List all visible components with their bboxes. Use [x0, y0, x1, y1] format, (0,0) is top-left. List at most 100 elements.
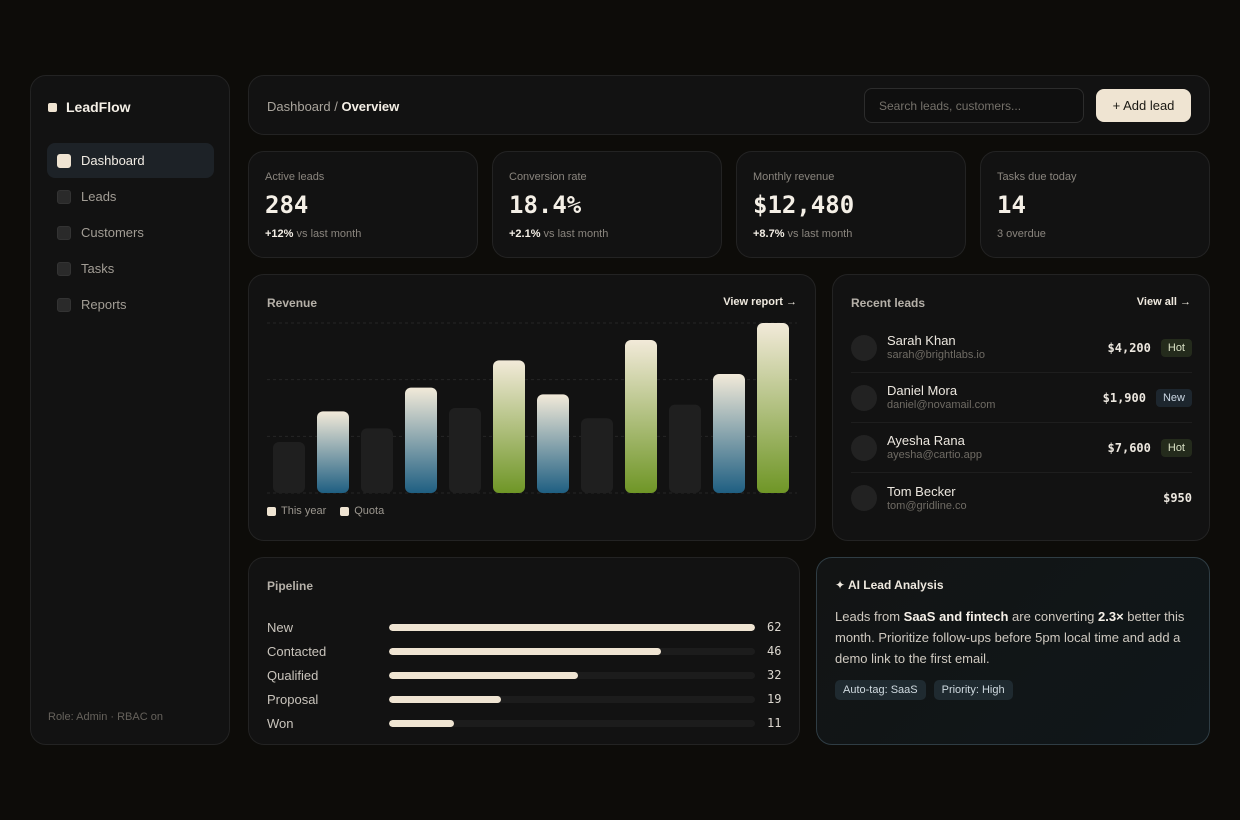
chart-bars	[273, 323, 789, 493]
chart-bar-3[interactable]	[361, 428, 393, 493]
lead-row[interactable]: Tom Becker tom@gridline.co $950	[851, 473, 1192, 523]
revenue-title: Revenue	[267, 296, 318, 310]
dashboard-icon	[57, 153, 71, 168]
chart-grid	[267, 322, 797, 494]
avatar	[851, 384, 877, 411]
chart-bar-2[interactable]	[317, 411, 349, 493]
chart-bar-1[interactable]	[273, 442, 305, 493]
ai-text-highlight: 2.3×	[1098, 609, 1124, 624]
chart-bar-8[interactable]	[581, 418, 613, 493]
lead-name: Sarah Khan	[887, 333, 956, 348]
pipeline-bar-track	[389, 695, 755, 703]
chart-bar-5[interactable]	[449, 408, 481, 493]
sidebar-item-tasks[interactable]: Tasks	[47, 251, 214, 286]
chart-bar-4[interactable]	[405, 387, 437, 493]
stat-label: Conversion rate	[509, 171, 587, 183]
stat-change-value: +8.7%	[753, 228, 785, 240]
sidebar-item-customers[interactable]: Customers	[47, 215, 214, 250]
chart-bar-12[interactable]	[757, 323, 789, 493]
stat-change: +2.1% vs last month	[509, 228, 608, 240]
recent-leads-card: Recent leads View all → Sarah Khan sarah…	[832, 274, 1210, 541]
sidebar-item-label: Tasks	[81, 261, 115, 276]
search-input[interactable]	[864, 88, 1084, 123]
view-report-link[interactable]: View report →	[723, 296, 797, 308]
lead-email: tom@gridline.co	[887, 499, 967, 512]
lead-email: sarah@brightlabs.io	[887, 349, 985, 361]
status-badge: Hot	[1160, 438, 1192, 457]
pipeline-label: New	[267, 619, 294, 635]
sidebar-nav: Dashboard Leads Customers Tasks Reports	[47, 143, 214, 323]
pipeline-row-contacted: Contacted 46	[267, 639, 783, 663]
ai-text-part: are converting	[1008, 609, 1099, 624]
chart-bar-7[interactable]	[537, 394, 569, 493]
brand-name: LeadFlow	[66, 99, 131, 115]
recent-leads-title: Recent leads	[851, 296, 926, 310]
tag-auto-tag[interactable]: Auto-tag: SaaS	[835, 680, 926, 700]
lead-email: ayesha@cartio.app	[887, 449, 982, 461]
ai-text-part: Leads from	[835, 609, 904, 624]
ai-text-highlight: SaaS and fintech	[903, 609, 1009, 624]
ai-analysis-card: ✦ AI Lead Analysis Leads from SaaS and f…	[816, 557, 1210, 745]
legend-item-quota[interactable]: Quota	[340, 505, 384, 517]
ai-tags: Auto-tag: SaaS Priority: High	[835, 680, 1013, 700]
breadcrumb: Dashboard / Overview	[267, 99, 399, 114]
chart-bar-10[interactable]	[669, 404, 701, 493]
chart-bar-11[interactable]	[713, 374, 745, 493]
sidebar-item-label: Reports	[81, 297, 127, 312]
ai-text-part: better this month. Prioritize follow-ups…	[835, 609, 1185, 666]
lead-amount: $950	[1163, 491, 1192, 505]
pipeline-value: 32	[767, 668, 782, 682]
legend-swatch	[267, 506, 276, 516]
lead-row[interactable]: Sarah Khan sarah@brightlabs.io $4,200 Ho…	[851, 323, 1192, 373]
tag-priority[interactable]: Priority: High	[933, 680, 1013, 700]
revenue-chart	[267, 322, 797, 494]
sidebar-item-dashboard[interactable]: Dashboard	[47, 143, 214, 178]
ai-title: ✦ AI Lead Analysis	[835, 578, 944, 592]
breadcrumb-parent[interactable]: Dashboard	[267, 99, 331, 114]
stat-value: 14	[997, 191, 1026, 219]
lead-row[interactable]: Ayesha Rana ayesha@cartio.app $7,600 Hot	[851, 423, 1192, 473]
pipeline-bar-fill	[389, 719, 454, 727]
status-badge: Hot	[1160, 338, 1192, 357]
lead-row[interactable]: Daniel Mora daniel@novamail.com $1,900 N…	[851, 373, 1192, 423]
stat-change-value: +12%	[265, 228, 294, 240]
stat-value: $12,480	[753, 191, 855, 219]
stat-card-tasks-due: Tasks due today 14 3 overdue	[980, 151, 1210, 258]
sidebar-item-leads[interactable]: Leads	[47, 179, 214, 214]
stat-change: 3 overdue	[997, 228, 1046, 240]
pipeline-card: Pipeline New 62 Contacted 46 Qualified 3…	[248, 557, 800, 745]
legend-item-this-year[interactable]: This year	[267, 505, 326, 517]
avatar	[851, 334, 877, 361]
revenue-card: Revenue View report → This year Quota	[248, 274, 816, 541]
stat-change-value: +2.1%	[509, 228, 541, 240]
pipeline-bar-fill	[389, 623, 755, 631]
pipeline-bar-track	[389, 719, 755, 727]
lead-list: Sarah Khan sarah@brightlabs.io $4,200 Ho…	[851, 323, 1192, 523]
role-text: Role: Admin · RBAC on	[48, 711, 163, 723]
chart-bar-6[interactable]	[493, 360, 525, 493]
stat-change-suffix: vs last month	[784, 228, 853, 240]
stat-change-suffix: vs last month	[540, 228, 609, 240]
avatar	[851, 485, 877, 511]
pipeline-value: 46	[767, 644, 782, 658]
legend-label: This year	[281, 505, 327, 517]
chart-bar-9[interactable]	[625, 340, 657, 493]
add-lead-button[interactable]: + Add lead	[1096, 89, 1191, 122]
stat-change-suffix: 3 overdue	[997, 228, 1046, 240]
stat-card-monthly-revenue: Monthly revenue $12,480 +8.7% vs last mo…	[736, 151, 966, 258]
view-all-link[interactable]: View all →	[1136, 296, 1191, 308]
lead-amount: $4,200	[1107, 340, 1151, 355]
pipeline-label: Proposal	[267, 691, 319, 707]
pipeline-bar-track	[389, 623, 755, 631]
pipeline-label: Won	[267, 715, 294, 731]
sidebar-item-reports[interactable]: Reports	[47, 287, 214, 322]
leads-icon	[57, 189, 71, 204]
legend-swatch	[340, 506, 350, 516]
pipeline-value: 11	[767, 716, 782, 730]
brand[interactable]: LeadFlow	[48, 99, 131, 115]
pipeline-row-won: Won 11	[267, 711, 783, 735]
pipeline-title: Pipeline	[267, 579, 314, 593]
breadcrumb-current: Overview	[341, 99, 400, 114]
lead-name: Tom Becker	[887, 483, 956, 499]
chart-legend: This year Quota	[267, 505, 384, 517]
